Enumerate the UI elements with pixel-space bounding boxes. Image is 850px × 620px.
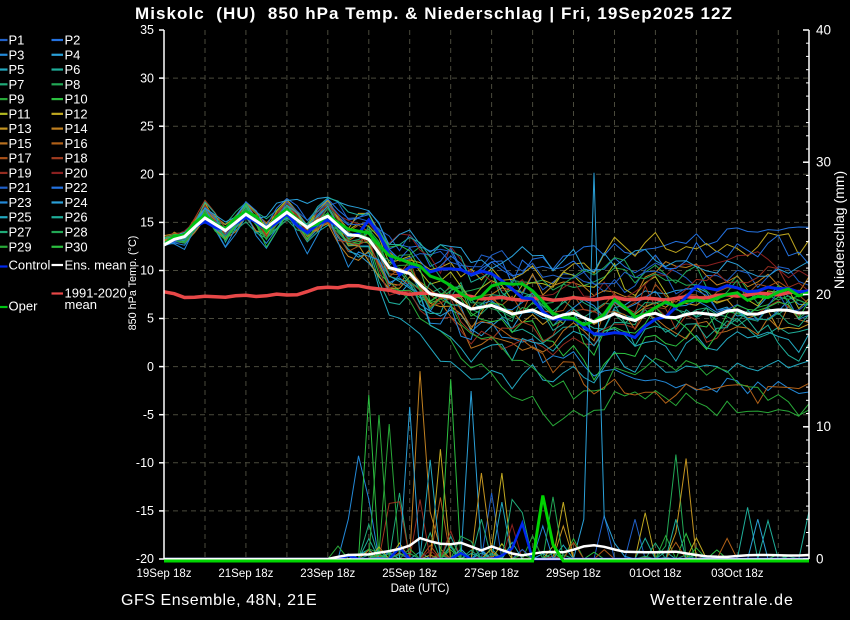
svg-text:Niederschlag (mm): Niederschlag (mm): [831, 171, 847, 289]
svg-text:P2: P2: [65, 33, 81, 48]
svg-text:23Sep 18z: 23Sep 18z: [300, 568, 355, 580]
svg-text:Ens. mean: Ens. mean: [65, 258, 127, 273]
svg-text:-15: -15: [136, 504, 154, 518]
svg-text:P7: P7: [9, 77, 25, 92]
svg-text:P6: P6: [65, 62, 81, 77]
svg-text:P24: P24: [65, 195, 88, 210]
svg-text:0: 0: [816, 551, 824, 566]
svg-text:P26: P26: [65, 210, 88, 225]
svg-text:P20: P20: [65, 165, 88, 180]
svg-text:P9: P9: [9, 92, 25, 107]
svg-text:40: 40: [816, 22, 831, 37]
svg-text:-20: -20: [136, 552, 154, 566]
svg-text:-10: -10: [136, 456, 154, 470]
svg-text:P29: P29: [9, 239, 32, 254]
svg-text:Date (UTC): Date (UTC): [391, 583, 450, 595]
svg-text:P14: P14: [65, 121, 88, 136]
svg-text:P1: P1: [9, 33, 25, 48]
svg-text:30: 30: [140, 71, 154, 85]
svg-text:20: 20: [140, 168, 154, 182]
svg-text:19Sep 18z: 19Sep 18z: [137, 568, 192, 580]
svg-text:20: 20: [816, 287, 831, 302]
svg-text:P15: P15: [9, 136, 32, 151]
svg-text:P28: P28: [65, 225, 88, 240]
svg-text:P11: P11: [9, 106, 31, 121]
svg-text:P18: P18: [65, 151, 88, 166]
svg-text:P19: P19: [9, 165, 32, 180]
svg-text:03Oct 18z: 03Oct 18z: [711, 568, 764, 580]
svg-text:29Sep 18z: 29Sep 18z: [546, 568, 601, 580]
svg-text:P5: P5: [9, 62, 25, 77]
svg-text:35: 35: [140, 23, 154, 37]
svg-text:mean: mean: [65, 297, 98, 312]
svg-text:P22: P22: [65, 180, 88, 195]
svg-text:10: 10: [816, 419, 831, 434]
svg-text:Oper: Oper: [9, 299, 39, 314]
svg-text:P3: P3: [9, 47, 25, 62]
svg-text:P27: P27: [9, 225, 32, 240]
svg-text:P4: P4: [65, 47, 81, 62]
svg-text:P21: P21: [9, 180, 32, 195]
svg-text:-5: -5: [143, 408, 154, 422]
svg-text:5: 5: [147, 312, 154, 326]
svg-text:P23: P23: [9, 195, 32, 210]
svg-text:0: 0: [147, 360, 154, 374]
svg-text:P16: P16: [65, 136, 88, 151]
svg-text:30: 30: [816, 155, 831, 170]
svg-text:Wetterzentrale.de: Wetterzentrale.de: [650, 592, 794, 609]
svg-text:21Sep 18z: 21Sep 18z: [218, 568, 273, 580]
svg-text:25Sep 18z: 25Sep 18z: [382, 568, 437, 580]
svg-text:P13: P13: [9, 121, 32, 136]
svg-text:Control: Control: [9, 258, 51, 273]
svg-text:1991-2020: 1991-2020: [65, 286, 127, 301]
svg-text:Miskolc (HU) 850 hPa Temp. &: Miskolc (HU) 850 hPa Temp. & Niederschla…: [135, 4, 733, 23]
svg-text:P10: P10: [65, 92, 88, 107]
svg-text:15: 15: [140, 216, 154, 230]
svg-text:01Oct 18z: 01Oct 18z: [629, 568, 682, 580]
svg-text:27Sep 18z: 27Sep 18z: [464, 568, 519, 580]
svg-text:850 hPa Temp. (°C): 850 hPa Temp. (°C): [127, 236, 139, 331]
svg-text:P25: P25: [9, 210, 32, 225]
svg-text:P12: P12: [65, 106, 88, 121]
svg-text:10: 10: [140, 264, 154, 278]
svg-text:P8: P8: [65, 77, 81, 92]
svg-text:25: 25: [140, 119, 154, 133]
svg-text:GFS Ensemble, 48N, 21E: GFS Ensemble, 48N, 21E: [121, 592, 317, 609]
svg-text:P17: P17: [9, 151, 32, 166]
svg-text:P30: P30: [65, 239, 88, 254]
